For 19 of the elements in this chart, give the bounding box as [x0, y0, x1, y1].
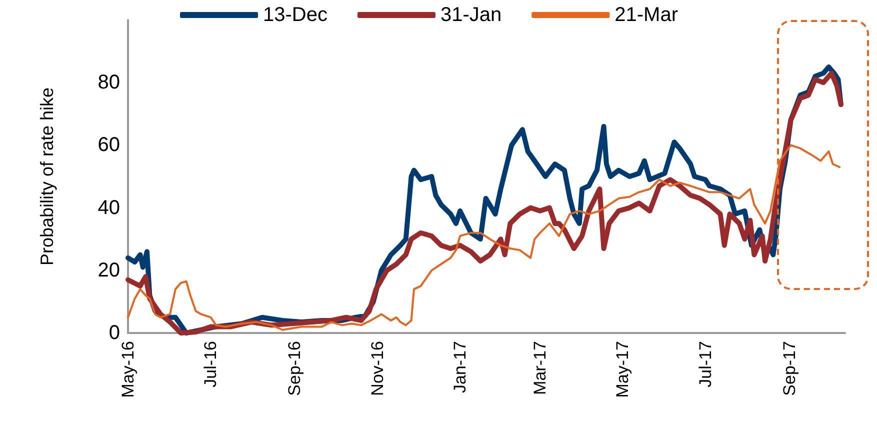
y-tick-label: 60 [98, 134, 120, 156]
y-tick-label: 40 [98, 196, 120, 219]
legend-label: 31-Jan [440, 4, 502, 26]
y-axis-title: Probability of rate hike [37, 87, 57, 266]
x-tick-label: Sep-16 [285, 341, 304, 396]
y-tick-label: 0 [108, 322, 120, 344]
x-tick-label: Jul-16 [201, 341, 220, 388]
x-tick-label: Sep-17 [780, 341, 799, 396]
x-tick-label: May-16 [118, 341, 138, 398]
x-tick-label: Mar-17 [530, 341, 550, 395]
x-tick-label: Jan-17 [450, 341, 470, 393]
y-tick-label: 20 [98, 259, 120, 282]
x-tick-label: Nov-16 [368, 341, 387, 396]
x-tick-label: Jul-17 [696, 341, 715, 388]
y-tick-label: 80 [98, 72, 120, 94]
x-tick-label: May-17 [613, 341, 632, 398]
legend-label: 21-Mar [614, 4, 678, 26]
line-series [127, 144, 841, 331]
legend-label: 13-Dec [263, 4, 328, 26]
